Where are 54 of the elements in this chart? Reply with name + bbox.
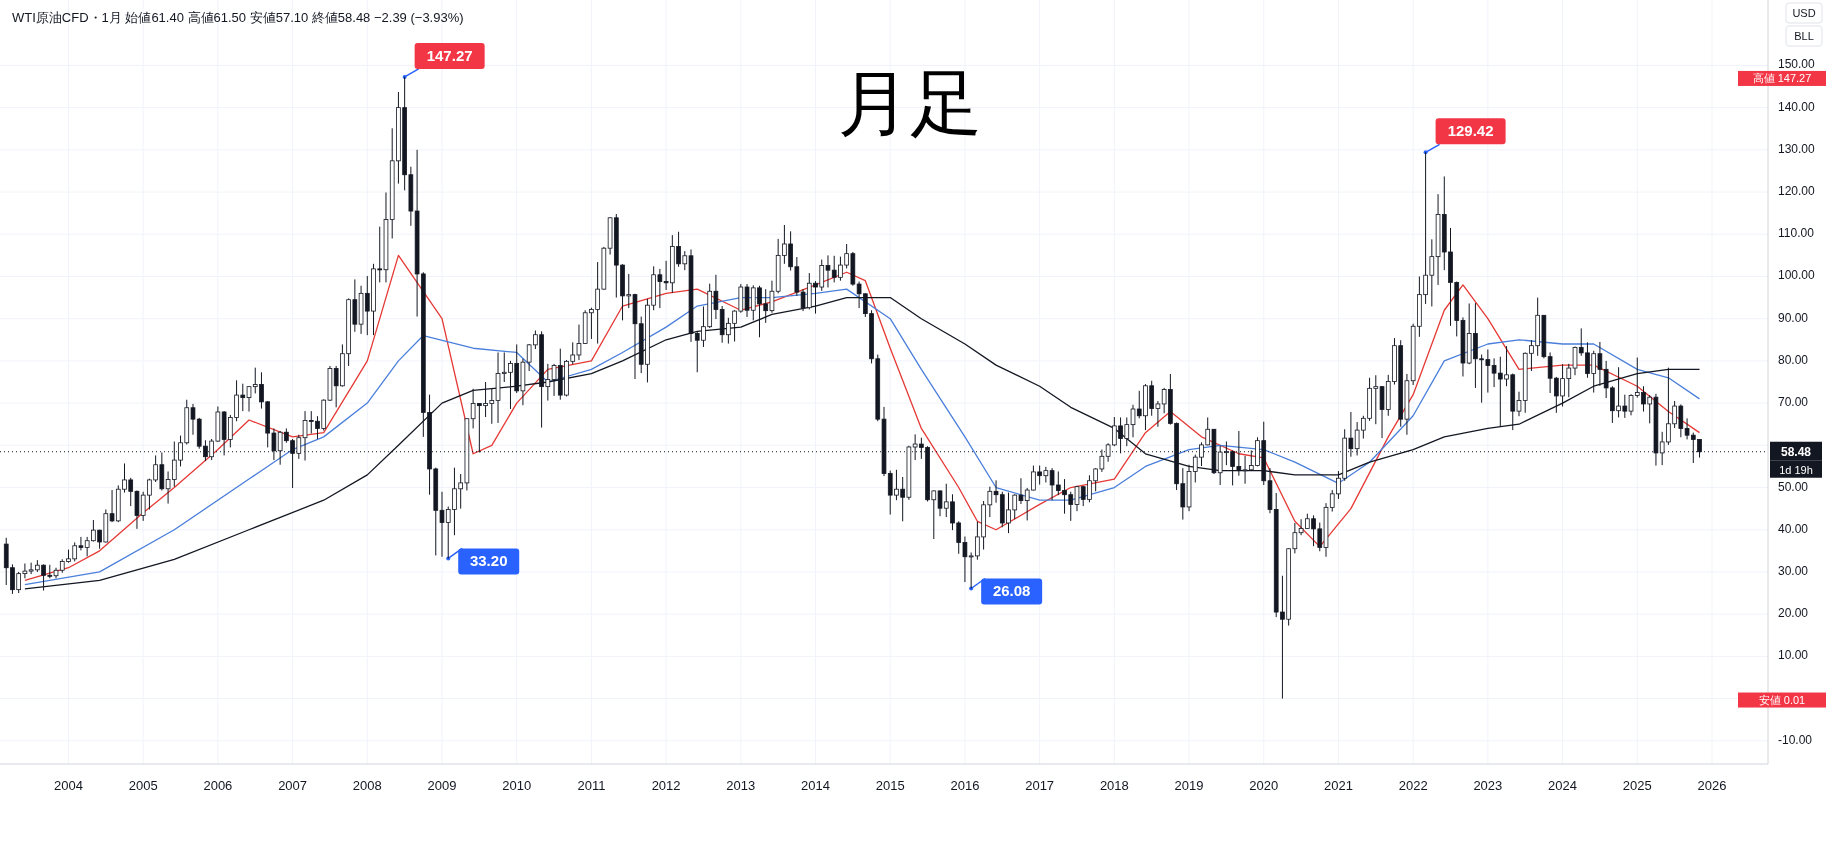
x-tick-label: 2006 bbox=[203, 778, 233, 793]
x-tick-label: 2018 bbox=[1099, 778, 1129, 793]
y-tick-label: 130.00 bbox=[1778, 141, 1816, 156]
x-tick-label: 2023 bbox=[1473, 778, 1503, 793]
y-tick-label: 120.00 bbox=[1778, 184, 1816, 199]
x-tick-label: 2016 bbox=[950, 778, 980, 793]
annotation: 147.27 bbox=[426, 46, 473, 64]
y-tick-label: 110.00 bbox=[1778, 226, 1815, 241]
y-tick-label: -10.00 bbox=[1778, 732, 1813, 747]
x-tick-label: 2012 bbox=[651, 778, 681, 793]
text: WTI原油CFD・1月 始値61.40 高値61.50 安値57.10 終値58.48 −2.39 (−3.93%) bbox=[12, 10, 464, 25]
y-tick-label: 10.00 bbox=[1778, 648, 1809, 663]
x-tick-label: 2011 bbox=[577, 778, 606, 793]
x-tick-label: 2017 bbox=[1025, 778, 1055, 793]
x-tick-label: 2022 bbox=[1398, 778, 1428, 793]
text: BLL bbox=[1794, 30, 1814, 42]
y-tick-label: 90.00 bbox=[1778, 310, 1809, 325]
x-tick-label: 2007 bbox=[278, 778, 308, 793]
annotation: 高値 147.27 bbox=[1752, 71, 1812, 84]
text: 1d 19h bbox=[1779, 463, 1813, 476]
callout: 129.42 bbox=[1423, 118, 1506, 155]
x-tick-label: 2009 bbox=[427, 778, 457, 793]
x-tick-label: 2026 bbox=[1697, 778, 1727, 793]
x-tick-label: 2021 bbox=[1323, 778, 1353, 793]
x-tick-label: 2004 bbox=[54, 778, 83, 793]
x-tick-label: 2013 bbox=[726, 778, 756, 793]
y-tick-label: 140.00 bbox=[1778, 99, 1816, 114]
annotation: 33.20 bbox=[469, 552, 508, 570]
y-tick-label: 100.00 bbox=[1778, 268, 1816, 283]
text: USD bbox=[1792, 7, 1816, 19]
x-tick-label: 2008 bbox=[352, 778, 382, 793]
y-tick-label: 80.00 bbox=[1778, 352, 1809, 367]
y-tick-label: 70.00 bbox=[1778, 395, 1809, 410]
y-tick-label: 150.00 bbox=[1778, 57, 1816, 72]
y-tick-label: 20.00 bbox=[1778, 606, 1809, 621]
text: 月足 bbox=[838, 63, 982, 143]
annotation: 129.42 bbox=[1447, 122, 1494, 140]
callout: 33.20 bbox=[446, 547, 520, 575]
x-tick-label: 2010 bbox=[502, 778, 532, 793]
callout: 147.27 bbox=[402, 42, 485, 79]
ref-line-label: 58.48 bbox=[1780, 444, 1812, 459]
x-tick-label: 2014 bbox=[801, 778, 830, 793]
y-tick-label: 30.00 bbox=[1778, 563, 1809, 578]
x-tick-label: 2005 bbox=[128, 778, 158, 793]
annotation: 26.08 bbox=[992, 582, 1031, 600]
annotation: 安値 0.01 bbox=[1758, 693, 1806, 706]
x-tick-label: 2025 bbox=[1622, 778, 1652, 793]
x-tick-label: 2019 bbox=[1174, 778, 1204, 793]
y-tick-label: 40.00 bbox=[1778, 521, 1809, 536]
x-tick-label: 2024 bbox=[1548, 778, 1578, 793]
y-tick-label: 50.00 bbox=[1778, 479, 1809, 494]
callout: 26.08 bbox=[969, 577, 1043, 605]
x-tick-label: 2020 bbox=[1249, 778, 1279, 793]
x-tick-label: 2015 bbox=[875, 778, 905, 793]
